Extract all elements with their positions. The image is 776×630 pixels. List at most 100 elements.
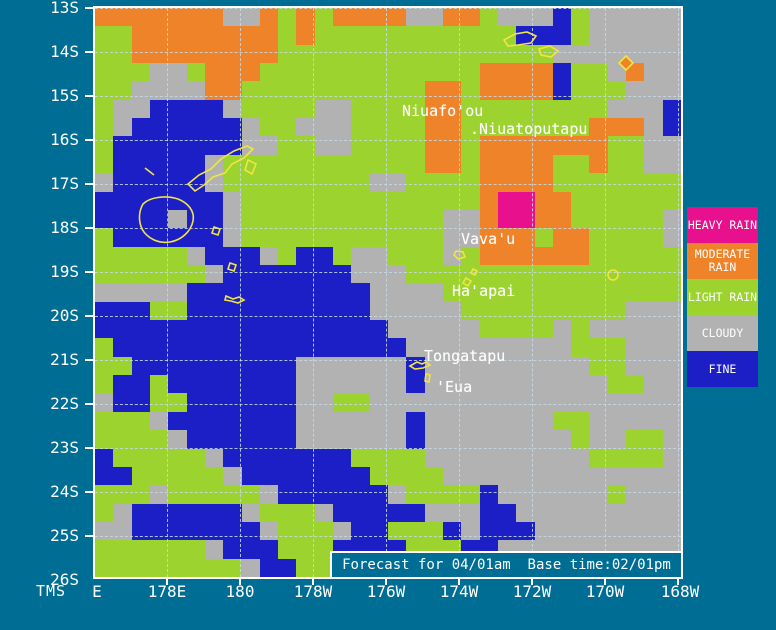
longitude-tick [312, 579, 314, 585]
map-cell [205, 302, 223, 320]
map-cell [351, 504, 370, 522]
map-cell [406, 26, 425, 45]
map-cell [95, 283, 113, 302]
map-cell [333, 63, 351, 81]
map-cell [168, 173, 187, 192]
map-cell [351, 467, 370, 485]
map-cell [425, 118, 443, 136]
map-cell [626, 173, 644, 192]
map-cell [132, 26, 150, 45]
map-cell [589, 100, 608, 118]
map-cell [535, 522, 553, 540]
map-cell [608, 320, 626, 338]
map-cell [535, 485, 553, 504]
map-cell [223, 283, 242, 302]
map-cell [589, 265, 608, 283]
map-cell [498, 136, 516, 155]
map-cell [663, 522, 681, 540]
map-cell [333, 8, 351, 26]
map-cell [663, 63, 681, 81]
map-cell [315, 173, 333, 192]
map-cell [535, 338, 553, 357]
map-cell [370, 320, 388, 338]
map-cell [278, 118, 296, 136]
map-cell [516, 8, 535, 26]
map-cell [388, 338, 406, 357]
map-cell [589, 338, 608, 357]
map-cell [663, 265, 681, 283]
map-cell [498, 338, 516, 357]
map-cell [608, 504, 626, 522]
map-cell [406, 210, 425, 228]
map-cell [406, 228, 425, 247]
map-cell [480, 522, 498, 540]
map-cell [571, 81, 589, 100]
map-cell [242, 210, 260, 228]
map-cell [425, 173, 443, 192]
map-cell [626, 412, 644, 430]
map-cell [333, 100, 351, 118]
map-cell [278, 265, 296, 283]
latitude-label: 24S [50, 482, 79, 501]
map-cell [187, 228, 205, 247]
map-cell [535, 302, 553, 320]
map-cell [242, 302, 260, 320]
map-cell [242, 63, 260, 81]
map-cell [370, 412, 388, 430]
map-cell [553, 247, 571, 265]
map-cell [242, 485, 260, 504]
map-cell [187, 26, 205, 45]
map-cell [589, 173, 608, 192]
map-cell [461, 192, 480, 210]
map-cell [516, 136, 535, 155]
map-cell [406, 81, 425, 100]
map-cell [516, 467, 535, 485]
map-cell [571, 26, 589, 45]
map-cell [425, 265, 443, 283]
map-cell [388, 63, 406, 81]
longitude-tick [677, 579, 679, 585]
map-cell [406, 247, 425, 265]
map-cell [278, 45, 296, 63]
map-cell [589, 449, 608, 467]
map-cell [278, 375, 296, 393]
latitude-label: 13S [50, 0, 79, 17]
map-cell [663, 412, 681, 430]
map-cell [333, 155, 351, 173]
map-cell [333, 338, 351, 357]
map-cell [95, 228, 113, 247]
map-cell [168, 559, 187, 577]
map-cell [315, 302, 333, 320]
map-cell [480, 375, 498, 393]
map-cell [278, 522, 296, 540]
map-cell [516, 302, 535, 320]
map-cell [571, 228, 589, 247]
map-cell [223, 375, 242, 393]
legend-item-fine: FINE [687, 351, 758, 387]
map-cell [644, 155, 663, 173]
map-cell [242, 504, 260, 522]
map-cell [150, 45, 168, 63]
map-cell [425, 26, 443, 45]
map-cell [425, 8, 443, 26]
map-cell [443, 283, 461, 302]
latitude-tick [85, 271, 93, 273]
map-cell [242, 8, 260, 26]
map-cell [95, 338, 113, 357]
map-cell [223, 265, 242, 283]
map-cell [315, 485, 333, 504]
longitude-label: 168W [660, 582, 700, 601]
map-cell [260, 26, 278, 45]
map-cell [205, 338, 223, 357]
map-cell [351, 8, 370, 26]
map-cell [168, 136, 187, 155]
map-cell [113, 504, 132, 522]
map-cell [498, 45, 516, 63]
map-cell [388, 155, 406, 173]
map-cell [388, 430, 406, 449]
latitude-label: 25S [50, 526, 79, 545]
map-cell [553, 81, 571, 100]
map-cell [553, 210, 571, 228]
map-cell [168, 100, 187, 118]
